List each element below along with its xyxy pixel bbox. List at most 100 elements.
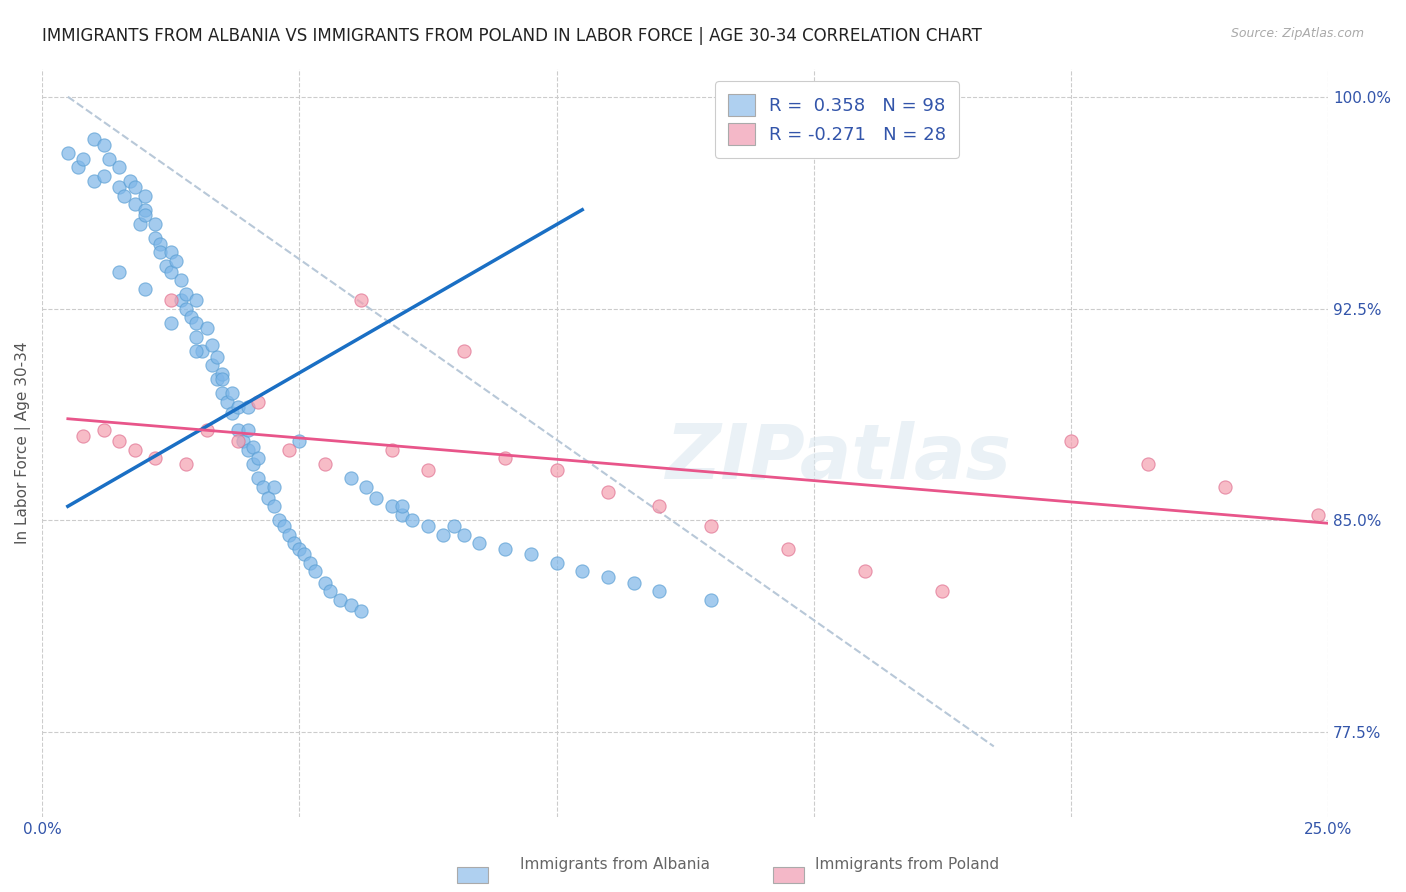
Point	[623, 575, 645, 590]
Point	[205, 372, 228, 386]
Text: IMMIGRANTS FROM ALBANIA VS IMMIGRANTS FROM POLAND IN LABOR FORCE | AGE 30-34 COR: IMMIGRANTS FROM ALBANIA VS IMMIGRANTS FR…	[42, 27, 981, 45]
Text: Source: ZipAtlas.com: Source: ZipAtlas.com	[1230, 27, 1364, 40]
Point	[170, 293, 193, 307]
Point	[596, 485, 619, 500]
Point	[143, 231, 166, 245]
Point	[263, 479, 285, 493]
Point	[217, 394, 239, 409]
Point	[648, 584, 671, 599]
Point	[83, 132, 105, 146]
Point	[319, 584, 342, 599]
Point	[108, 161, 131, 175]
Point	[159, 265, 181, 279]
Point	[186, 343, 208, 358]
Point	[381, 500, 404, 514]
Point	[278, 442, 301, 457]
Point	[149, 236, 172, 251]
Point	[108, 434, 131, 449]
Point	[83, 174, 105, 188]
Point	[571, 564, 593, 578]
Point	[267, 513, 290, 527]
Point	[391, 508, 413, 522]
Point	[226, 423, 249, 437]
Text: Immigrants from Poland: Immigrants from Poland	[815, 857, 1000, 872]
Point	[118, 174, 141, 188]
Point	[211, 367, 233, 381]
Point	[288, 541, 311, 556]
Point	[432, 527, 454, 541]
Point	[401, 513, 423, 527]
Point	[520, 547, 543, 561]
Point	[236, 423, 259, 437]
Point	[165, 253, 187, 268]
Point	[453, 527, 475, 541]
Point	[546, 462, 568, 476]
Point	[247, 394, 270, 409]
Point	[700, 519, 723, 533]
Point	[546, 556, 568, 570]
Point	[304, 564, 326, 578]
Point	[247, 471, 270, 485]
Point	[298, 556, 321, 570]
Point	[159, 245, 181, 260]
Point	[1060, 434, 1083, 449]
Point	[186, 330, 208, 344]
Point	[221, 386, 243, 401]
Point	[1213, 479, 1236, 493]
Point	[288, 434, 311, 449]
Point	[596, 570, 619, 584]
Point	[134, 188, 156, 202]
Point	[124, 180, 146, 194]
Point	[226, 434, 249, 449]
Point	[201, 338, 224, 352]
Point	[134, 282, 156, 296]
Text: ZIPatlas: ZIPatlas	[666, 421, 1012, 495]
Point	[416, 462, 439, 476]
Point	[232, 434, 254, 449]
Point	[416, 519, 439, 533]
Point	[124, 442, 146, 457]
Point	[108, 180, 131, 194]
Point	[354, 479, 377, 493]
Point	[67, 161, 90, 175]
Point	[205, 350, 228, 364]
Point	[149, 245, 172, 260]
Legend: R =  0.358   N = 98, R = -0.271   N = 28: R = 0.358 N = 98, R = -0.271 N = 28	[716, 81, 959, 158]
Point	[381, 442, 404, 457]
Point	[211, 386, 233, 401]
Point	[350, 604, 373, 618]
Point	[186, 316, 208, 330]
Point	[174, 287, 197, 301]
Point	[155, 259, 177, 273]
Point	[170, 273, 193, 287]
Point	[174, 457, 197, 471]
Point	[366, 491, 388, 505]
Point	[350, 293, 373, 307]
Point	[283, 536, 305, 550]
Point	[180, 310, 202, 324]
Point	[143, 451, 166, 466]
Point	[257, 491, 280, 505]
Point	[112, 188, 135, 202]
Point	[494, 541, 516, 556]
Point	[143, 217, 166, 231]
Point	[468, 536, 491, 550]
Point	[339, 598, 361, 612]
Point	[242, 440, 264, 454]
Point	[252, 479, 274, 493]
Point	[1137, 457, 1160, 471]
Point	[1306, 508, 1329, 522]
Point	[247, 451, 270, 466]
Point	[443, 519, 465, 533]
Point	[339, 471, 361, 485]
Point	[72, 152, 94, 166]
Point	[242, 457, 264, 471]
Point	[195, 321, 218, 335]
Point	[124, 197, 146, 211]
Point	[134, 208, 156, 222]
Point	[174, 301, 197, 316]
Point	[134, 202, 156, 217]
Point	[93, 137, 115, 152]
Point	[72, 428, 94, 442]
Point	[226, 401, 249, 415]
